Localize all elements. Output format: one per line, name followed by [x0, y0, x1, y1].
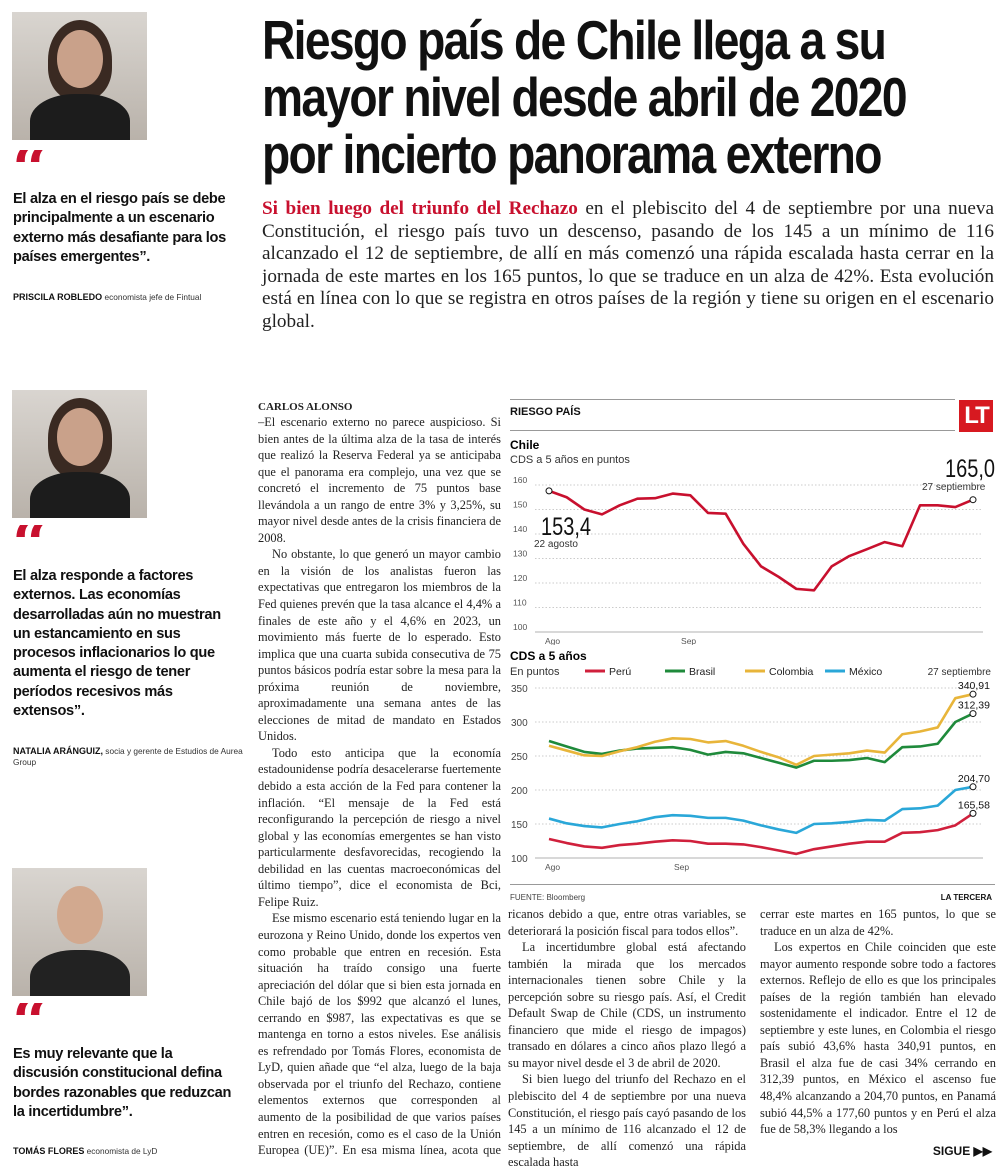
lede: Si bien luego del triunfo del Rechazo en…: [262, 198, 994, 333]
annotation-value: 165,08: [945, 455, 995, 483]
end-point-marker: [969, 710, 977, 718]
annotation-date: 27 septiembre: [922, 482, 986, 493]
legend-label: Perú: [609, 666, 631, 678]
pull-quote: Es muy relevante que la discusión consti…: [13, 1046, 232, 1120]
paragraph: Si bien luego del triunfo del Rechazo en…: [508, 1072, 746, 1170]
divider: [510, 399, 955, 400]
end-value-label: 312,39: [958, 700, 990, 712]
quote-author: PRISCILA ROBLEDO: [13, 292, 103, 302]
headline: Riesgo país de Chile llega a su mayor ni…: [262, 12, 1000, 183]
y-tick-label: 160: [513, 475, 527, 485]
quote-mark-icon: “: [12, 525, 49, 565]
photo-tomas-flores: [12, 868, 147, 996]
paragraph: No obstante, lo que generó un mayor camb…: [258, 547, 501, 744]
quote-attribution: TOMÁS FLORES economista de LyD: [13, 1146, 243, 1157]
paragraph: La incertidumbre global está afectando t…: [508, 940, 746, 1070]
headline-line: Riesgo país de Chile llega a su: [262, 9, 887, 71]
article-column-1: CARLOS ALONSO –El escenario externo no p…: [258, 400, 501, 1162]
infographic-title: RIESGO PAÍS: [510, 406, 581, 418]
pull-quote: El alza en el riesgo país se debe princi…: [13, 191, 226, 265]
end-point-marker: [969, 496, 977, 504]
divider: [510, 430, 955, 431]
start-point-marker: [545, 487, 553, 495]
quote-mark-icon: “: [12, 150, 49, 190]
y-tick-label: 350: [511, 684, 528, 695]
y-tick-label: 120: [513, 573, 527, 583]
end-point-marker: [969, 809, 977, 817]
y-tick-label: 300: [511, 718, 528, 729]
quote-author: TOMÁS FLORES: [13, 1146, 85, 1156]
chart-title: CDS a 5 años: [510, 649, 587, 663]
paragraph: Todo esto anticipa que la economía estad…: [258, 745, 501, 909]
lede-highlight: Si bien luego del triunfo del Rechazo: [262, 198, 578, 219]
end-point-marker: [969, 690, 977, 698]
y-tick-label: 250: [511, 752, 528, 763]
quote-role: economista jefe de Fintual: [102, 292, 202, 302]
chart-date-label: 27 septiembre: [928, 667, 992, 678]
series-line-perú: [548, 812, 974, 856]
paragraph: cerrar este martes en 165 puntos, lo que…: [760, 907, 996, 938]
y-tick-label: 140: [513, 524, 527, 534]
series-line-colombia: [548, 692, 974, 767]
chart-credit: LA TERCERA: [940, 893, 992, 902]
quote-role: economista de LyD: [84, 1146, 158, 1156]
divider: [510, 884, 995, 885]
series-line-méxico: [548, 785, 974, 835]
article-column-3: cerrar este martes en 165 puntos, lo que…: [760, 906, 996, 1138]
x-tick-label: Ago: [545, 862, 560, 872]
x-tick-label: Sep: [681, 636, 696, 645]
pull-quote: El alza responde a factores externos. La…: [13, 568, 221, 720]
chile-cds-chart: Chile CDS a 5 años en puntos 100 110 120 130 1…: [510, 438, 995, 645]
quote-author: NATALIA ARÁNGUIZ,: [13, 746, 103, 756]
article-column-2: ricanos debido a que, entre otras variab…: [508, 906, 746, 1171]
quote-role: socia y gerente de Estudios de Aurea Gro…: [13, 746, 243, 767]
y-tick-label: 110: [513, 598, 527, 608]
byline: CARLOS ALONSO: [258, 401, 353, 413]
end-value-label: 165,58: [958, 799, 990, 811]
chile-series-line: [548, 489, 974, 592]
end-point-marker: [969, 783, 977, 791]
photo-priscila-robledo: [12, 12, 147, 140]
legend-label: México: [849, 666, 882, 678]
quote-mark-icon: “: [12, 1003, 49, 1043]
continue-label: SIGUE ▶▶: [932, 1144, 992, 1158]
x-tick-label: Ago: [545, 636, 560, 645]
y-tick-label: 100: [513, 622, 527, 632]
paragraph: Los expertos en Chile coinciden que este…: [760, 940, 996, 1137]
chart-subtitle: En puntos: [510, 666, 560, 678]
chart-title: Chile: [510, 438, 540, 452]
chart-source: FUENTE: Bloomberg: [510, 893, 586, 902]
x-tick-label: Sep: [674, 862, 689, 872]
y-tick-label: 130: [513, 549, 527, 559]
annotation-value: 153,4: [541, 513, 591, 541]
quote-attribution: NATALIA ARÁNGUIZ, socia y gerente de Est…: [13, 746, 243, 768]
lede-text: en el plebiscito del 4 de septiembre por…: [262, 198, 994, 332]
la-tercera-logo: LT: [959, 400, 993, 432]
y-tick-label: 100: [511, 854, 528, 865]
regional-cds-chart: CDS a 5 años En puntos 27 septiembre Perú Br…: [510, 649, 992, 872]
paragraph: Ese mismo escenario está teniendo lugar …: [258, 911, 501, 1162]
annotation-date: 22 agosto: [534, 539, 578, 550]
end-value-label: 204,70: [958, 773, 990, 785]
y-tick-label: 150: [511, 820, 528, 831]
legend-label: Colombia: [769, 666, 814, 678]
chart-subtitle: CDS a 5 años en puntos: [510, 454, 630, 466]
end-value-label: 340,91: [958, 680, 990, 692]
paragraph: ricanos debido a que, entre otras variab…: [508, 907, 746, 938]
headline-line: por incierto panorama externo: [262, 123, 882, 185]
photo-natalia-aranguiz: [12, 390, 147, 518]
paragraph: –El escenario externo no parece auspicio…: [258, 415, 501, 545]
y-tick-label: 200: [511, 786, 528, 797]
legend-label: Brasil: [689, 666, 715, 678]
y-tick-label: 150: [513, 500, 527, 510]
quote-attribution: PRISCILA ROBLEDO economista jefe de Fint…: [13, 292, 243, 303]
headline-line: mayor nivel desde abril de 2020: [262, 66, 908, 128]
